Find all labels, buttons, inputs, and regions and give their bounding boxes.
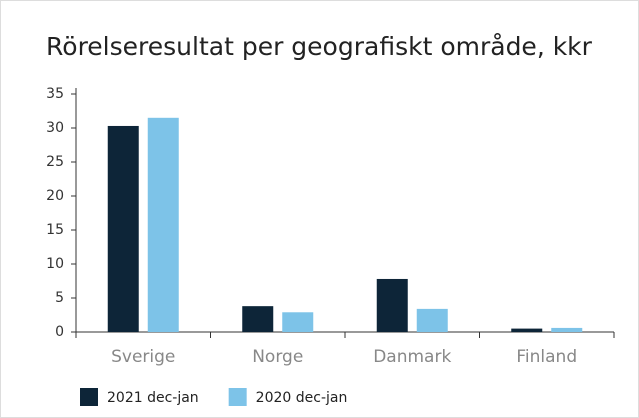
x-tick-label: Finland: [516, 347, 577, 367]
bar: [551, 327, 583, 332]
legend-swatch: [80, 388, 98, 406]
y-tick-label: 10: [46, 256, 64, 272]
x-tick-label: Sverige: [111, 347, 175, 367]
y-tick-label: 35: [46, 86, 64, 102]
bar: [282, 312, 314, 332]
legend-label: 2021 dec-jan: [107, 390, 199, 406]
y-tick-label: 5: [55, 290, 64, 306]
y-tick-label: 30: [46, 120, 64, 136]
bar: [242, 306, 274, 332]
bar: [147, 117, 179, 332]
y-tick-label: 0: [55, 324, 64, 340]
y-tick-label: 15: [46, 222, 64, 238]
chart-title: Rörelseresultat per geografiskt område, …: [46, 32, 593, 61]
legend-swatch: [228, 388, 247, 406]
bar: [416, 308, 448, 332]
y-tick-label: 20: [46, 188, 64, 204]
legend-label: 2020 dec-jan: [256, 390, 348, 406]
x-tick-label: Norge: [252, 347, 303, 367]
bar: [107, 125, 139, 333]
bar: [376, 278, 408, 332]
x-tick-label: Danmark: [373, 347, 451, 367]
bar: [511, 328, 543, 332]
y-tick-label: 25: [46, 154, 64, 170]
